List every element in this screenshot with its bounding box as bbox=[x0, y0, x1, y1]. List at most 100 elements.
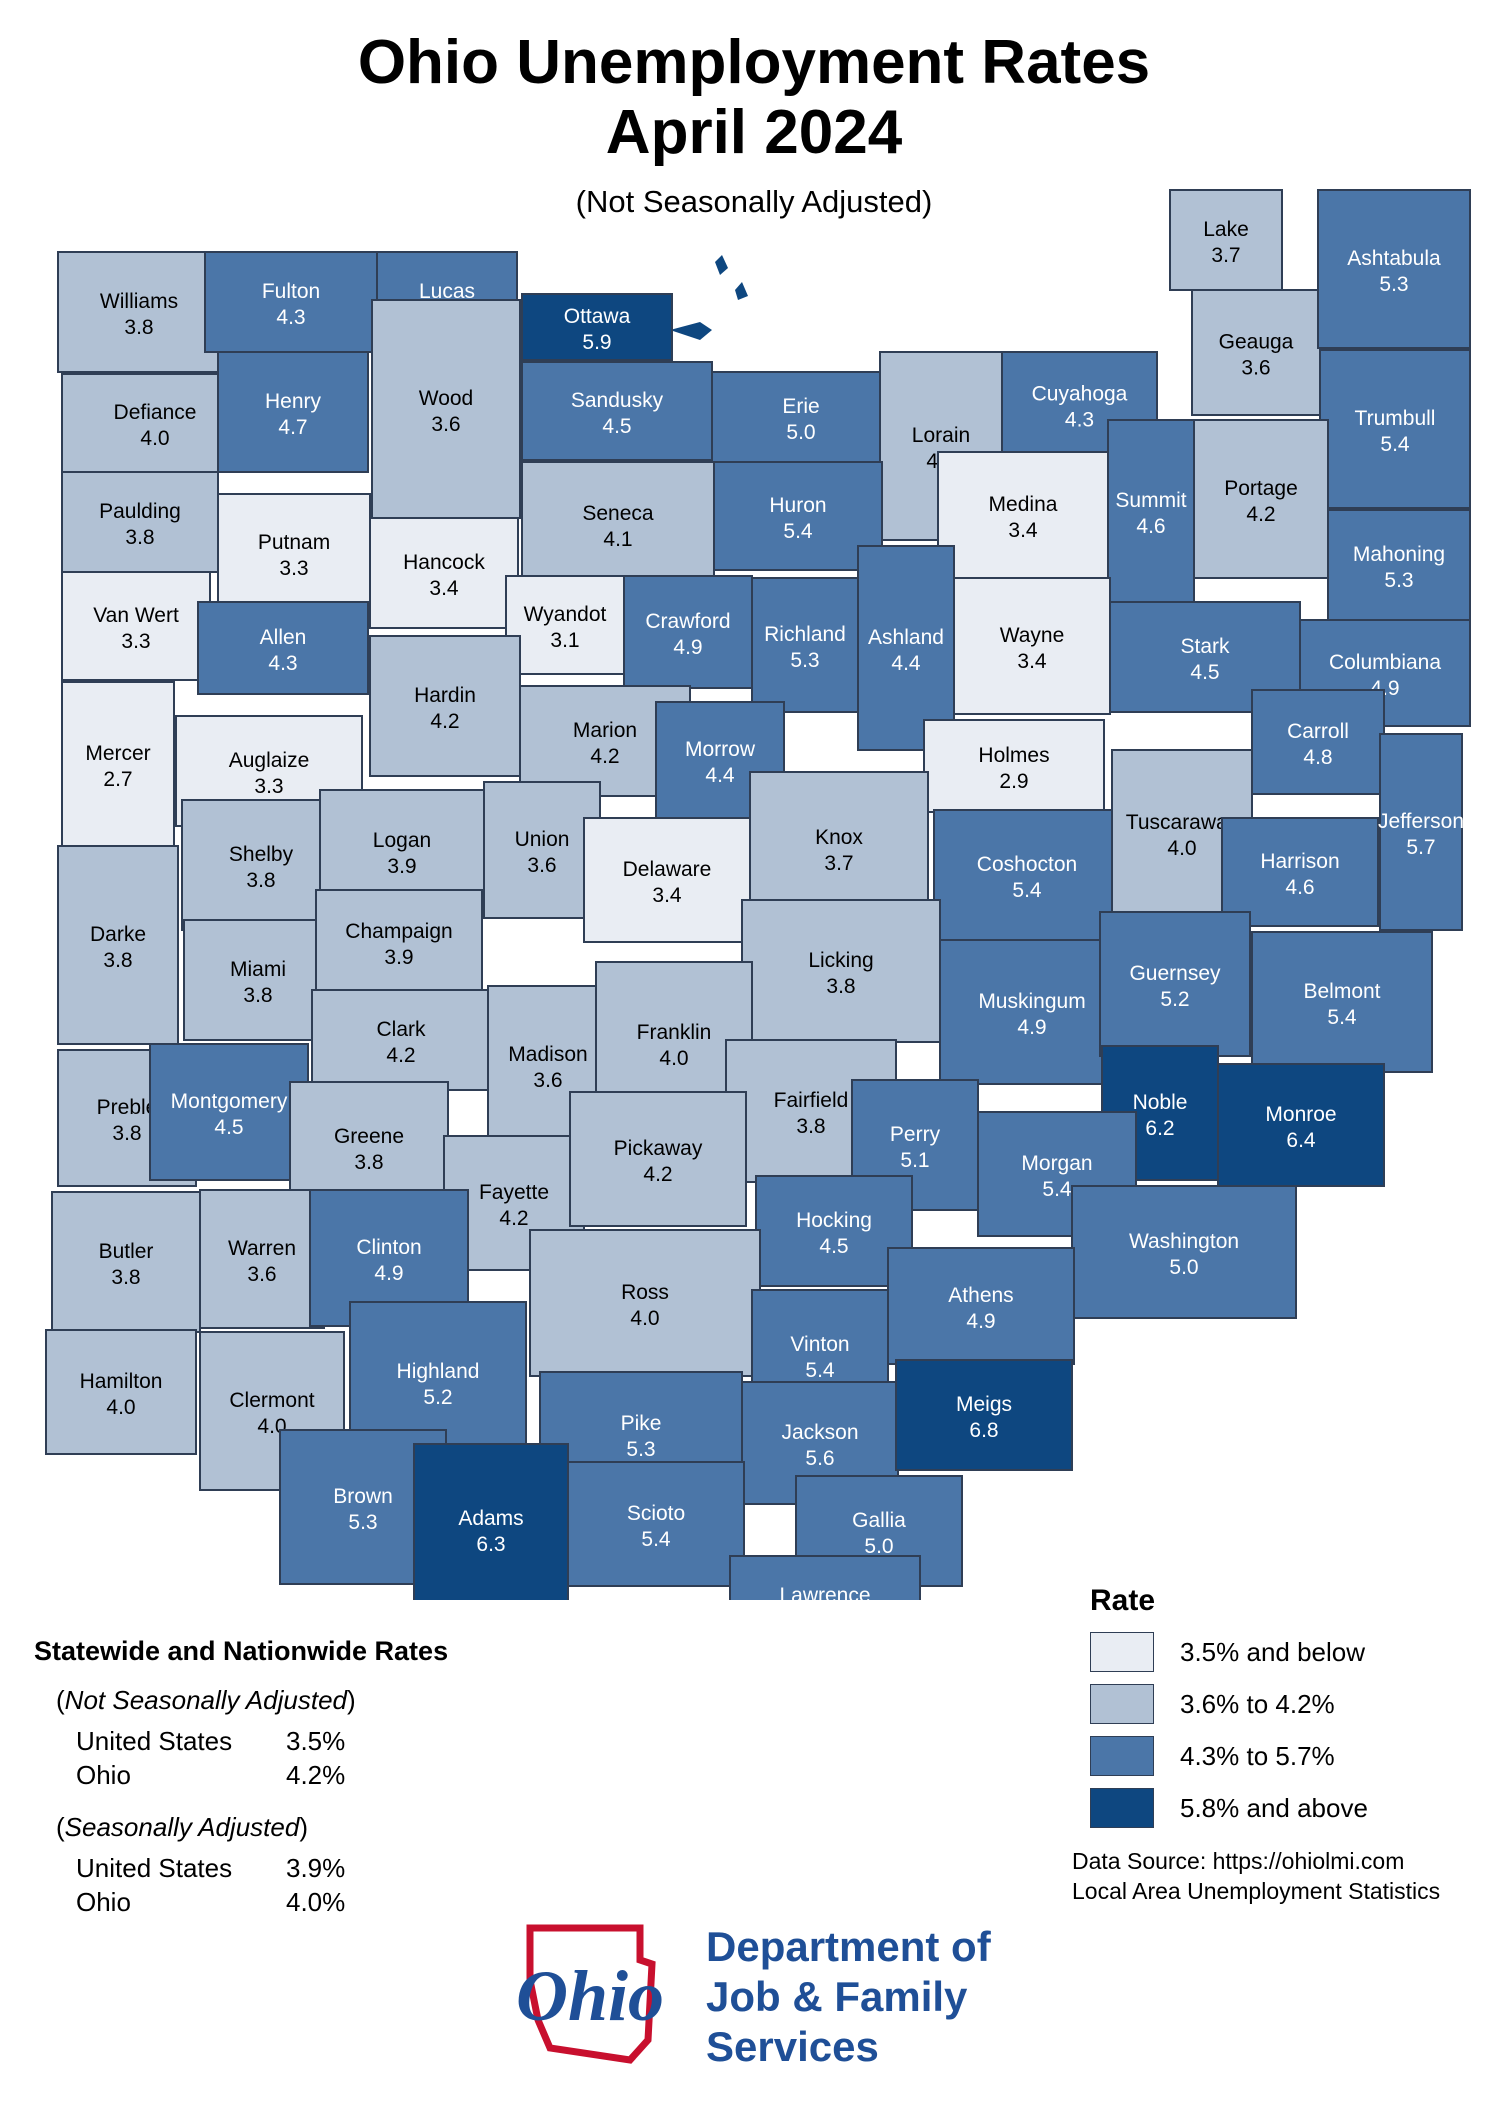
county-rate: 3.8 bbox=[243, 984, 272, 1007]
county-name: Williams bbox=[100, 290, 178, 313]
county-shape bbox=[749, 771, 929, 925]
county-name: Erie bbox=[782, 395, 819, 418]
county-rate: 3.1 bbox=[550, 629, 579, 652]
county-rate: 3.7 bbox=[1211, 244, 1240, 267]
county-putnam: Putnam 3.3 bbox=[217, 493, 371, 613]
county-rate: 4.9 bbox=[966, 1310, 995, 1333]
county-champaign: Champaign 3.9 bbox=[315, 889, 483, 995]
county-rate: 5.3 bbox=[348, 1511, 377, 1534]
county-rate: 3.9 bbox=[387, 855, 416, 878]
county-name: Seneca bbox=[582, 502, 654, 525]
county-rate: 3.3 bbox=[121, 630, 150, 653]
county-shape bbox=[217, 493, 371, 613]
county-rate: 3.8 bbox=[125, 526, 154, 549]
county-rate: 5.9 bbox=[582, 331, 611, 354]
county-name: Jefferson bbox=[1378, 810, 1464, 833]
county-shelby: Shelby 3.8 bbox=[181, 799, 341, 931]
county-richland: Richland 5.3 bbox=[751, 577, 859, 713]
county-rate: 4.1 bbox=[603, 528, 632, 551]
county-shape bbox=[741, 899, 941, 1043]
county-name: Wayne bbox=[1000, 624, 1065, 647]
county-rate: 5.4 bbox=[805, 1359, 835, 1382]
county-rate: 2.7 bbox=[103, 768, 132, 791]
county-darke: Darke 3.8 bbox=[57, 845, 179, 1045]
county-name: Huron bbox=[769, 494, 826, 517]
county-shape bbox=[895, 1359, 1073, 1471]
county-name: Brown bbox=[333, 1485, 393, 1508]
county-shape bbox=[183, 919, 333, 1041]
county-rate: 3.8 bbox=[796, 1115, 825, 1138]
county-name: Morrow bbox=[685, 738, 756, 761]
county-name: Athens bbox=[948, 1284, 1013, 1307]
county-monroe: Monroe 6.4 bbox=[1217, 1063, 1385, 1187]
county-shape bbox=[1099, 911, 1251, 1057]
legend-title: Rate bbox=[1090, 1584, 1156, 1617]
county-ashtabula: Ashtabula 5.3 bbox=[1317, 189, 1471, 349]
county-knox: Knox 3.7 bbox=[749, 771, 929, 925]
county-rate: 4.0 bbox=[106, 1396, 135, 1419]
county-shape bbox=[729, 1555, 921, 1600]
county-rate: 4.5 bbox=[1190, 661, 1219, 684]
legend-items: 3.5% and below 3.6% to 4.2% 4.3% to 5.7% 5.… bbox=[1090, 1632, 1500, 1840]
county-shape bbox=[149, 1043, 309, 1181]
county-rate: 4.6 bbox=[1136, 515, 1165, 538]
county-rate: 3.8 bbox=[103, 949, 132, 972]
county-name: Sandusky bbox=[571, 389, 664, 412]
county-name: Lucas bbox=[419, 280, 475, 303]
county-rate: 4.2 bbox=[386, 1044, 415, 1067]
county-rate: 5.0 bbox=[864, 1535, 893, 1558]
county-harrison: Harrison 4.6 bbox=[1221, 817, 1379, 927]
county-name: Carroll bbox=[1287, 720, 1349, 743]
county-rate: 6.2 bbox=[1145, 1117, 1174, 1140]
county-rate: 3.8 bbox=[826, 975, 855, 998]
agency-line-1: Department of bbox=[706, 1923, 991, 1970]
county-lawrence: Lawrence5.0 bbox=[729, 1555, 921, 1600]
county-name: Noble bbox=[1133, 1091, 1188, 1114]
county-adams: Adams 6.3 bbox=[413, 1443, 569, 1600]
county-name: Clermont bbox=[229, 1389, 314, 1412]
county-rate: 4.4 bbox=[705, 764, 735, 787]
county-name: Union bbox=[515, 828, 570, 851]
legend-swatch bbox=[1090, 1684, 1154, 1724]
county-rate: 4.9 bbox=[374, 1262, 403, 1285]
county-name: Columbiana bbox=[1329, 651, 1441, 674]
sa-row-us: United States 3.9% bbox=[76, 1853, 554, 1887]
county-name: Hocking bbox=[796, 1209, 872, 1232]
county-rate: 4.2 bbox=[643, 1163, 672, 1186]
county-name: Putnam bbox=[258, 531, 330, 554]
county-rate: 3.4 bbox=[1008, 519, 1038, 542]
county-hardin: Hardin 4.2 bbox=[369, 635, 521, 777]
legend-swatch bbox=[1090, 1632, 1154, 1672]
county-rate: 5.4 bbox=[1042, 1178, 1072, 1201]
county-licking: Licking 3.8 bbox=[741, 899, 941, 1043]
county-rate: 5.6 bbox=[805, 1447, 834, 1470]
county-name: Stark bbox=[1180, 635, 1230, 658]
county-holmes: Holmes 2.9 bbox=[923, 719, 1105, 813]
county-rate: 3.6 bbox=[431, 413, 460, 436]
county-pickaway: Pickaway 4.2 bbox=[569, 1091, 747, 1227]
county-shape bbox=[1193, 419, 1329, 579]
county-rate: 4.7 bbox=[278, 416, 307, 439]
sa-close: ) bbox=[299, 1812, 308, 1842]
nsa-row-ohio: Ohio 4.2% bbox=[76, 1760, 554, 1794]
county-williams: Williams 3.8 bbox=[57, 251, 221, 373]
county-shape bbox=[57, 845, 179, 1045]
county-name: Belmont bbox=[1303, 980, 1380, 1003]
county-name: Mercer bbox=[85, 742, 150, 765]
county-shape bbox=[1217, 1063, 1385, 1187]
county-shape bbox=[1191, 289, 1321, 416]
agency-line-2: Job & Family bbox=[706, 1973, 968, 2020]
county-rate: 4.0 bbox=[659, 1047, 688, 1070]
rate-label: Ohio bbox=[76, 1760, 131, 1790]
map-subtitle: (Not Seasonally Adjusted) bbox=[575, 184, 933, 219]
county-name: Vinton bbox=[790, 1333, 849, 1356]
county-name: Preble bbox=[97, 1096, 158, 1119]
county-rate: 4.2 bbox=[1246, 503, 1275, 526]
county-hancock: Hancock 3.4 bbox=[369, 517, 519, 629]
county-shape bbox=[61, 471, 219, 573]
rates-panel-title: Statewide and Nationwide Rates bbox=[34, 1636, 449, 1666]
county-name: Monroe bbox=[1265, 1103, 1336, 1126]
county-name: Delaware bbox=[623, 858, 712, 881]
county-shape bbox=[61, 681, 175, 847]
county-name: Fayette bbox=[479, 1181, 549, 1204]
